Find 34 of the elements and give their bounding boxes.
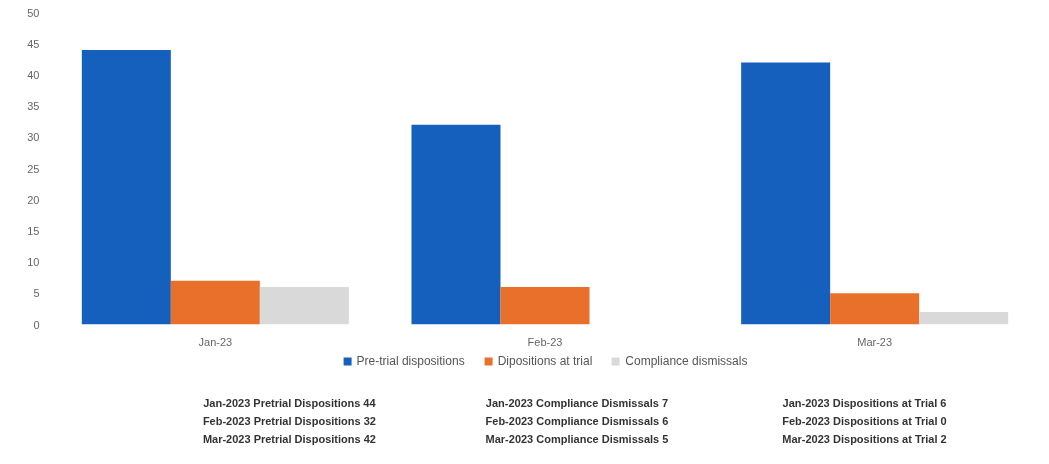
text: Feb-2023 Compliance Dismissals 6 xyxy=(485,414,669,427)
legend-label: Dipositions at trial xyxy=(497,354,593,368)
legend-label: Pre-trial dispositions xyxy=(356,354,465,368)
bar xyxy=(741,62,831,325)
text: Mar-2023 Dispositions at Trial 2 xyxy=(782,432,947,445)
x-tick-label: Jan-23 xyxy=(198,335,233,348)
x-tick-label: Mar-23 xyxy=(857,335,893,348)
bar xyxy=(411,124,501,325)
y-tick-label: 45 xyxy=(27,37,40,50)
bar xyxy=(830,293,920,325)
text: Jan-2023 Dispositions at Trial 6 xyxy=(782,396,947,409)
text: Jan-2023 Compliance Dismissals 7 xyxy=(485,396,669,409)
y-tick-label: 30 xyxy=(27,131,40,144)
text: Mar-2023 Compliance Dismissals 5 xyxy=(485,432,669,445)
text: Feb-2023 Pretrial Dispositions 32 xyxy=(202,414,376,427)
bar xyxy=(259,287,349,325)
x-tick-label: Feb-23 xyxy=(527,335,563,348)
bar xyxy=(170,280,260,325)
legend-label: Compliance dismissals xyxy=(625,354,748,368)
y-tick-label: 25 xyxy=(27,162,40,175)
text: Mar-2023 Pretrial Dispositions 42 xyxy=(202,432,376,445)
y-tick-label: 5 xyxy=(33,287,40,300)
y-tick-label: 15 xyxy=(27,224,40,237)
bar xyxy=(919,312,1009,325)
text: Feb-2023 Dispositions at Trial 0 xyxy=(782,414,947,427)
y-tick-label: 10 xyxy=(27,256,40,269)
bar xyxy=(81,49,171,325)
y-tick-label: 50 xyxy=(27,6,40,19)
text: Jan-2023 Pretrial Dispositions 44 xyxy=(203,396,377,409)
y-tick-label: 0 xyxy=(33,318,40,331)
bar xyxy=(500,287,590,325)
y-tick-label: 40 xyxy=(27,68,40,81)
y-tick-label: 20 xyxy=(27,193,40,206)
y-tick-label: 35 xyxy=(27,100,40,113)
